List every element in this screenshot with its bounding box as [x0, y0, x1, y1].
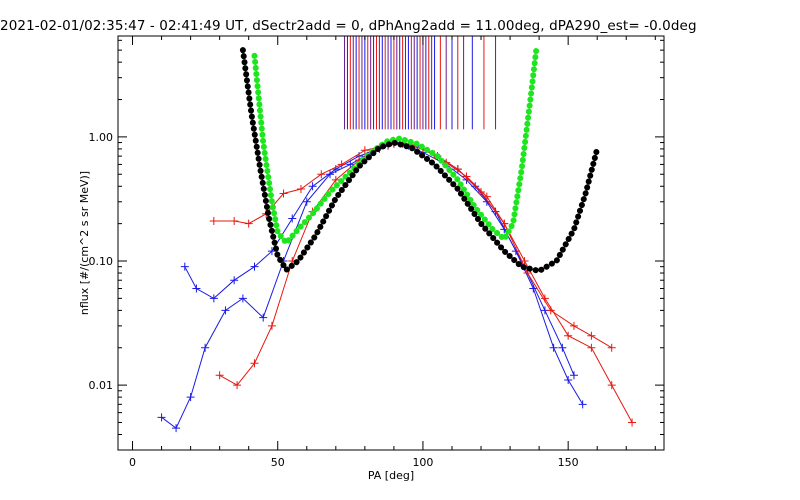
x-tick-label: 100 [412, 456, 433, 469]
data-point-marker [569, 371, 578, 380]
data-point-marker [549, 343, 558, 352]
data-point-marker [337, 160, 346, 169]
data-point-marker [230, 217, 239, 226]
fit-curve-black [239, 47, 601, 275]
data-point-marker [628, 418, 637, 427]
data-point-marker [157, 413, 166, 422]
axes: 0 50 100 150 0.01 0.10 1.00 [89, 36, 664, 469]
data-point-marker [607, 343, 616, 352]
fit-curve-green [251, 47, 540, 248]
data-point-marker [477, 187, 486, 196]
data-point-marker [564, 331, 573, 340]
data-point-marker [360, 146, 369, 155]
data-point-marker [546, 306, 555, 315]
data-point-marker [192, 284, 201, 293]
data-point-marker [250, 262, 259, 271]
data-point-marker [331, 165, 340, 174]
data-point-marker [453, 165, 462, 174]
data-point-marker [564, 375, 573, 384]
x-tick-label: 0 [129, 456, 136, 469]
data-point-marker [250, 359, 259, 368]
data-point-marker [607, 381, 616, 390]
data-point-marker [172, 424, 181, 433]
data-point-marker [317, 170, 326, 179]
data-point-marker [462, 172, 471, 181]
x-tick-label: 150 [558, 456, 579, 469]
x-axis-label: PA [deg] [368, 469, 414, 482]
data-point-marker [180, 262, 189, 271]
y-tick-label: 0.10 [89, 255, 114, 268]
data-point-marker [267, 321, 276, 330]
plot-frame [117, 35, 665, 451]
data-point-marker [209, 294, 218, 303]
data-point-marker [500, 219, 509, 228]
data-point-marker [233, 381, 242, 390]
fit-curves [239, 47, 601, 275]
data-point-marker [587, 331, 596, 340]
data-point-marker [326, 170, 335, 179]
data-point-marker [302, 197, 311, 206]
pa-marker-lines [344, 36, 497, 130]
x-tick-label: 50 [271, 456, 285, 469]
data-point-marker [279, 189, 288, 198]
data-point-marker [209, 217, 218, 226]
series-line-blue [184, 143, 575, 376]
data-point-marker [296, 185, 305, 194]
data-point-marker [238, 294, 247, 303]
data-point-marker [259, 313, 268, 322]
y-tick-label: 1.00 [89, 131, 114, 144]
data-point-marker [569, 321, 578, 330]
data-point-marker [230, 276, 239, 285]
data-point-marker [215, 371, 224, 380]
data-point-marker [244, 219, 253, 228]
data-point-marker [558, 343, 567, 352]
data-point-marker [587, 343, 596, 352]
data-point-marker [186, 393, 195, 402]
data-series [157, 138, 637, 433]
data-point-marker [308, 182, 317, 191]
y-tick-label: 0.01 [89, 379, 114, 392]
data-point-marker [201, 343, 210, 352]
series-line-red [213, 143, 633, 423]
y-axis-label: nflux [#/(cm^2 s sr MeV)] [78, 171, 91, 315]
data-point-marker [578, 400, 587, 409]
chart-title: 2021-02-01/02:35:47 - 02:41:49 UT, dSect… [0, 18, 697, 34]
data-point-marker [288, 214, 297, 223]
data-point-marker [221, 306, 230, 315]
